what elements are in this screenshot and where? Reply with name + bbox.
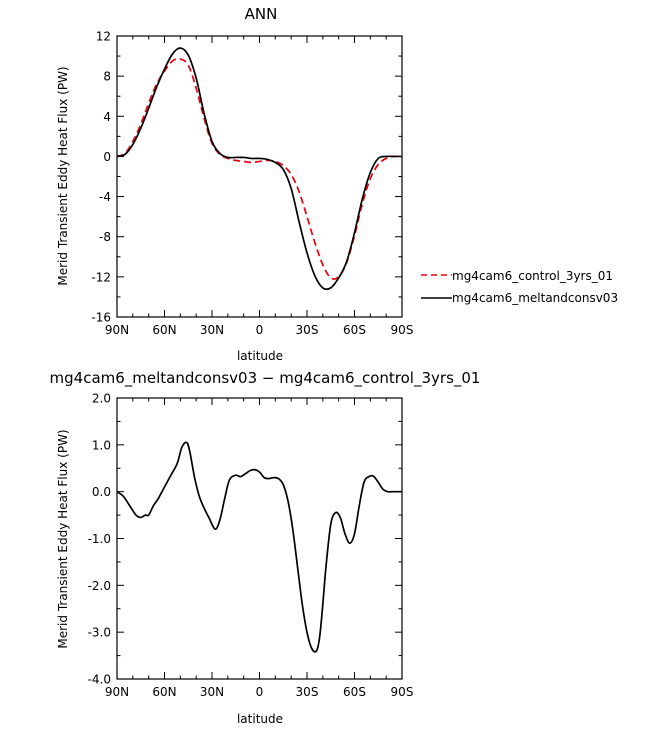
bottom-xtick-label: 60N <box>152 685 176 699</box>
chart-bottom-ylabel: Merid Transient Eddy Heat Flux (PW) <box>56 429 70 648</box>
legend-label-meltandconsv03: mg4cam6_meltandconsv03 <box>452 291 618 305</box>
legend: mg4cam6_control_3yrs_01 mg4cam6_meltandc… <box>421 269 618 305</box>
chart-top-ylabel: Merid Transient Eddy Heat Flux (PW) <box>56 66 70 285</box>
bottom-ytick-label: 1.0 <box>92 438 111 452</box>
top-ytick-label: 12 <box>96 30 111 44</box>
bottom-xtick-label: 90S <box>391 685 414 699</box>
top-ytick-label: 4 <box>103 110 111 124</box>
chart-bottom-xlabel: latitude <box>237 712 283 726</box>
bottom-ytick-label: -1.0 <box>88 532 111 546</box>
top-ytick-label: 8 <box>103 70 111 84</box>
top-ytick-label: -12 <box>91 270 111 284</box>
top-series-mg4cam6-control-3yrs-01-line <box>116 57 403 280</box>
chart-top-xlabel: latitude <box>237 349 283 363</box>
bottom-ytick-label: -2.0 <box>88 579 111 593</box>
bottom-ytick-label: 2.0 <box>92 392 111 406</box>
chart-top: ANN 90N 60N 30N 0 30S 60S 90S -16 -12 -8 -4 0 4 8 12 l… <box>56 5 618 363</box>
top-xtick-label: 30S <box>296 323 319 337</box>
top-xtick-label: 90N <box>105 323 129 337</box>
bottom-xtick-label: 30S <box>296 685 319 699</box>
top-ytick-label: -4 <box>99 190 111 204</box>
top-xtick-label: 0 <box>256 323 264 337</box>
top-ytick-label: 0 <box>103 150 111 164</box>
top-ytick-label: -16 <box>91 311 111 325</box>
bottom-plot-frame <box>116 397 403 680</box>
bottom-xtick-label: 0 <box>256 685 264 699</box>
top-xtick-label: 90S <box>391 323 414 337</box>
bottom-xtick-label: 60S <box>343 685 366 699</box>
top-xtick-label: 60S <box>343 323 366 337</box>
top-xtick-label: 60N <box>152 323 176 337</box>
chart-top-title: ANN <box>245 5 278 23</box>
bottom-ytick-label: -4.0 <box>88 673 111 687</box>
top-xtick-label: 30N <box>200 323 224 337</box>
chart-bottom: mg4cam6_meltandconsv03 − mg4cam6_control… <box>50 369 481 726</box>
top-series-mg4cam6-meltandconsv03-line <box>116 47 402 291</box>
top-ytick-label: -8 <box>99 230 111 244</box>
bottom-xtick-label: 90N <box>105 685 129 699</box>
bottom-series-difference-line <box>116 441 402 653</box>
chart-bottom-title: mg4cam6_meltandconsv03 − mg4cam6_control… <box>50 369 481 388</box>
bottom-ytick-label: -3.0 <box>88 626 111 640</box>
bottom-xtick-label: 30N <box>200 685 224 699</box>
bottom-ytick-label: 0.0 <box>92 485 111 499</box>
legend-label-control: mg4cam6_control_3yrs_01 <box>452 269 613 283</box>
